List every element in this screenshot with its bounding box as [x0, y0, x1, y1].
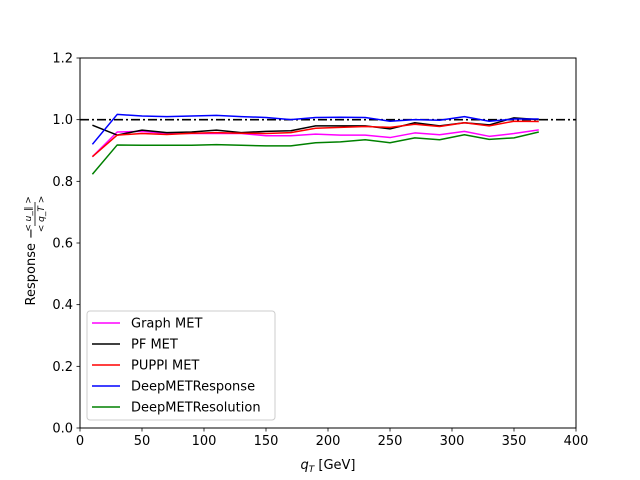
legend-label-puppi-met: PUPPI MET — [131, 359, 199, 374]
series-line-puppi-met — [91, 120, 539, 158]
y-axis-label-text: Response — [24, 243, 39, 305]
x-tick-label: 350 — [502, 434, 527, 449]
series-line-deepmetresponse — [91, 113, 539, 145]
legend-label-deepmetresolution: DeepMETResolution — [131, 401, 261, 416]
x-axis-label-q: q — [300, 458, 308, 473]
y-axis-label-minus: − — [24, 228, 39, 239]
y-axis-label-denominator: < q_T > — [37, 196, 47, 233]
x-tick-label: 100 — [192, 434, 217, 449]
x-tick-label: 300 — [440, 434, 465, 449]
legend-label-graph-met: Graph MET — [131, 317, 202, 332]
y-tick-label: 1.2 — [52, 52, 73, 67]
x-tick-label: 250 — [378, 434, 403, 449]
y-axis-label-numerator: < u_∥ > — [24, 196, 34, 232]
x-axis-label-unit: [GeV] — [314, 458, 355, 473]
x-tick-label: 50 — [134, 434, 151, 449]
y-tick-label: 0.0 — [52, 422, 73, 437]
y-axis-label-fraction: < u_∥ > < q_T > — [24, 196, 47, 233]
x-axis-ticks: 0 50 100 150 200 250 300 350 400 — [76, 428, 589, 449]
legend-label-deepmetresponse: DeepMETResponse — [131, 380, 255, 395]
x-tick-label: 0 — [76, 434, 84, 449]
x-axis-label: qT [GeV] — [300, 458, 355, 475]
legend-label-pf-met: PF MET — [131, 338, 178, 353]
y-tick-label: 1.0 — [52, 113, 73, 128]
y-axis-label: Response − < u_∥ > < q_T > — [24, 196, 47, 306]
x-axis-label-sub: T — [309, 465, 316, 475]
x-tick-label: 400 — [564, 434, 589, 449]
legend: Graph MET PF MET PUPPI MET DeepMETResponse D… — [86, 310, 276, 421]
x-tick-label: 150 — [254, 434, 279, 449]
y-tick-label: 0.6 — [52, 237, 73, 252]
series-line-deepmetresolution — [91, 131, 539, 175]
series-line-graph-met — [91, 129, 539, 158]
legend-items: Graph MET PF MET PUPPI MET DeepMETResponse D… — [92, 317, 261, 416]
y-tick-label: 0.4 — [52, 298, 73, 313]
y-tick-label: 0.2 — [52, 360, 73, 375]
series-layer — [91, 113, 539, 175]
x-tick-label: 200 — [316, 434, 341, 449]
y-axis-ticks: 0.0 0.2 0.4 0.6 0.8 1.0 1.2 — [52, 52, 80, 437]
y-tick-label: 0.8 — [52, 175, 73, 190]
legend-frame — [86, 310, 276, 421]
